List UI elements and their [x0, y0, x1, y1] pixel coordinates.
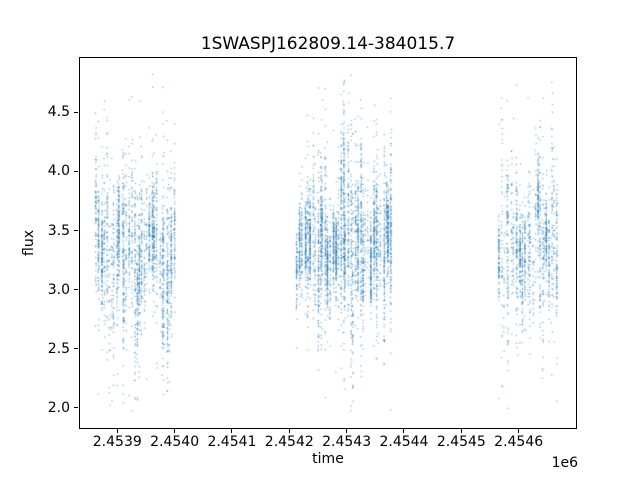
- y-tick-mark: [74, 407, 78, 409]
- x-tick-mark: [460, 429, 462, 433]
- scatter-points-canvas: [80, 58, 576, 428]
- x-tick-label: 2.4545: [436, 434, 486, 450]
- chart-title: 1SWASPJ162809.14-384015.7: [200, 34, 456, 54]
- y-tick-mark: [74, 230, 78, 232]
- x-tick-label: 2.4544: [379, 434, 429, 450]
- x-tick-label: 2.4540: [150, 434, 200, 450]
- x-tick-mark: [403, 429, 405, 433]
- x-axis-offset-label: 1e6: [551, 455, 578, 471]
- x-tick-label: 2.4543: [322, 434, 372, 450]
- x-tick-mark: [174, 429, 176, 433]
- x-tick-label: 2.4546: [494, 434, 544, 450]
- y-tick-label: 2.0: [47, 399, 70, 416]
- y-tick-label: 4.0: [47, 163, 70, 180]
- x-tick-label: 2.4542: [264, 434, 314, 450]
- x-tick-mark: [231, 429, 233, 433]
- x-tick-mark: [288, 429, 290, 433]
- y-tick-label: 4.5: [47, 104, 70, 121]
- y-tick-mark: [74, 111, 78, 113]
- y-tick-mark: [74, 170, 78, 172]
- x-axis-label: time: [312, 451, 344, 467]
- x-tick-mark: [116, 429, 118, 433]
- y-tick-mark: [74, 348, 78, 350]
- y-tick-label: 2.5: [47, 340, 70, 357]
- y-tick-mark: [74, 289, 78, 291]
- y-tick-label: 3.5: [47, 222, 70, 239]
- x-tick-label: 2.4539: [92, 434, 142, 450]
- y-tick-label: 3.0: [47, 281, 70, 298]
- x-tick-label: 2.4541: [207, 434, 257, 450]
- x-tick-mark: [518, 429, 520, 433]
- plot-area: [79, 57, 577, 429]
- x-tick-mark: [346, 429, 348, 433]
